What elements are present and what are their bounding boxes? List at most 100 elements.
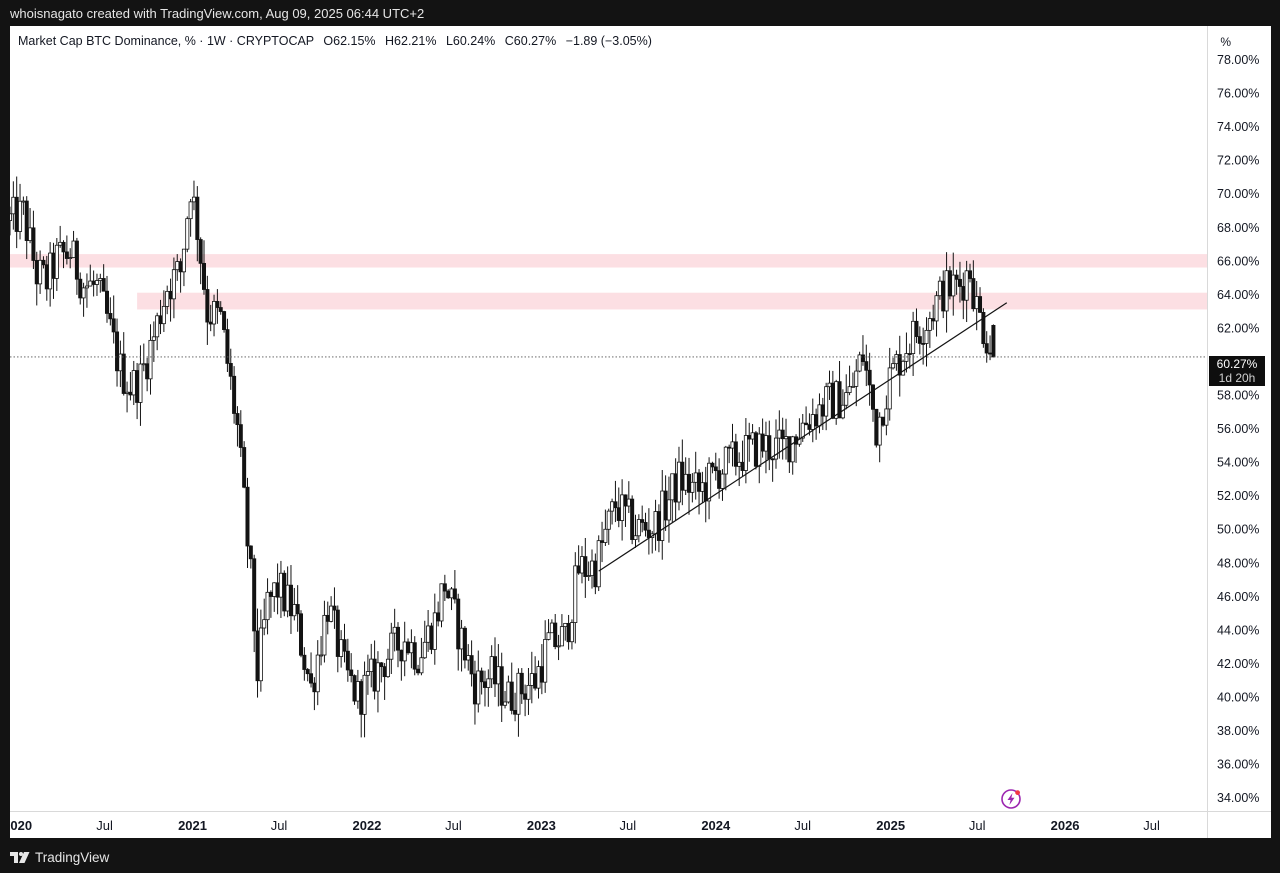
candle-body: [556, 645, 561, 648]
candle-body: [48, 252, 53, 290]
x-tick-label: 2025: [876, 818, 905, 833]
candle-body: [482, 681, 487, 688]
candle-body: [506, 681, 511, 703]
candle-body: [202, 262, 207, 290]
candle-body: [302, 654, 307, 670]
candle-body: [489, 656, 494, 680]
candle-body: [419, 657, 424, 674]
candle-body: [28, 227, 33, 241]
candle-body: [138, 363, 143, 403]
candle-body: [362, 674, 367, 715]
candle-body: [222, 311, 227, 330]
x-tick-label: Jul: [271, 818, 288, 833]
x-tick-label: Jul: [794, 818, 811, 833]
candle-body: [559, 626, 564, 647]
candle-body: [539, 666, 544, 683]
candle-body: [874, 408, 879, 446]
candle-body: [911, 320, 916, 354]
candle-body: [579, 556, 584, 574]
y-tick-label: 72.00%: [1217, 154, 1259, 168]
candle-body: [493, 656, 498, 685]
candle-body: [991, 325, 996, 358]
candle-body: [656, 511, 661, 541]
candle-body: [680, 461, 685, 491]
candle-body: [707, 462, 712, 502]
candle-body: [409, 642, 414, 654]
legend-open: O62.15%: [323, 34, 376, 48]
candle-body: [131, 370, 136, 396]
candle-body: [951, 274, 956, 297]
candle-body: [549, 622, 554, 634]
candle-body: [971, 278, 976, 310]
candle-body: [265, 591, 270, 621]
candle-body: [673, 473, 678, 503]
symbol-legend[interactable]: Market Cap BTC Dominance, % · 1W · CRYPT…: [18, 34, 652, 48]
candle-body: [58, 241, 63, 246]
candle-body: [804, 422, 809, 426]
y-tick-label: 38.00%: [1217, 724, 1259, 738]
candle-body: [145, 363, 150, 380]
x-tick-label: Jul: [96, 818, 113, 833]
candle-body: [666, 499, 671, 521]
candle-body: [947, 270, 952, 297]
tradingview-brand: TradingView: [35, 850, 110, 865]
candle-body: [773, 437, 778, 460]
candle-body: [860, 354, 865, 362]
candle-body: [954, 274, 959, 280]
y-tick-label: 50.00%: [1217, 523, 1259, 537]
candle-body: [215, 301, 220, 308]
candle-body: [329, 605, 334, 622]
candle-body: [81, 287, 86, 299]
y-tick-label: 62.00%: [1217, 321, 1259, 335]
candle-body: [727, 446, 732, 449]
y-tick-label: 54.00%: [1217, 456, 1259, 470]
legend-high: H62.21%: [385, 34, 437, 48]
candle-body: [720, 473, 725, 489]
candle-body: [981, 312, 986, 345]
candle-body: [218, 307, 223, 312]
candle-body: [820, 404, 825, 417]
x-tick-label: Jul: [1143, 818, 1160, 833]
candle-body: [479, 670, 484, 683]
chart-frame[interactable]: 34.00% 36.00% 38.00% 40.00% 42.00% 44.00% 46.0…: [10, 26, 1271, 838]
tradingview-logo[interactable]: TradingView: [10, 850, 109, 865]
y-tick-label: 70.00%: [1217, 187, 1259, 201]
candle-body: [389, 632, 394, 660]
candle-body: [640, 519, 645, 523]
candle-body: [573, 565, 578, 623]
candle-body: [31, 227, 36, 261]
candle-body: [787, 436, 792, 463]
candlestick-chart[interactable]: 34.00% 36.00% 38.00% 40.00% 42.00% 44.00% 46.0…: [10, 26, 1271, 838]
candle-body: [369, 658, 374, 672]
chart-caption: whoisnagato created with TradingView.com…: [0, 0, 1280, 26]
candle-body: [315, 654, 320, 693]
candle-body: [436, 612, 441, 622]
flash-icon[interactable]: [1000, 788, 1022, 810]
candle-body: [854, 370, 859, 387]
candle-body: [509, 681, 514, 711]
candle-body: [937, 280, 942, 297]
candle-body: [446, 590, 451, 599]
y-tick-label: 64.00%: [1217, 288, 1259, 302]
candle-body: [375, 662, 380, 692]
candle-body: [44, 264, 49, 290]
candle-body: [295, 604, 300, 615]
resistance-zone-1: [10, 254, 1207, 268]
candle-body: [285, 584, 290, 612]
candle-body: [844, 392, 849, 406]
candle-body: [633, 535, 638, 540]
candle-body: [466, 655, 471, 661]
price-scale-unit[interactable]: %: [1220, 35, 1231, 49]
candle-body: [810, 414, 815, 430]
candle-body: [248, 545, 253, 560]
candle-body: [282, 572, 287, 612]
candle-body: [365, 671, 370, 676]
candle-body: [472, 673, 477, 705]
candle-body: [98, 278, 103, 281]
candle-body: [225, 329, 230, 364]
candle-body: [252, 558, 257, 632]
candle-body: [636, 519, 641, 537]
candle-body: [272, 582, 277, 597]
candle-body: [125, 391, 130, 394]
x-tick-label: 2023: [527, 818, 556, 833]
